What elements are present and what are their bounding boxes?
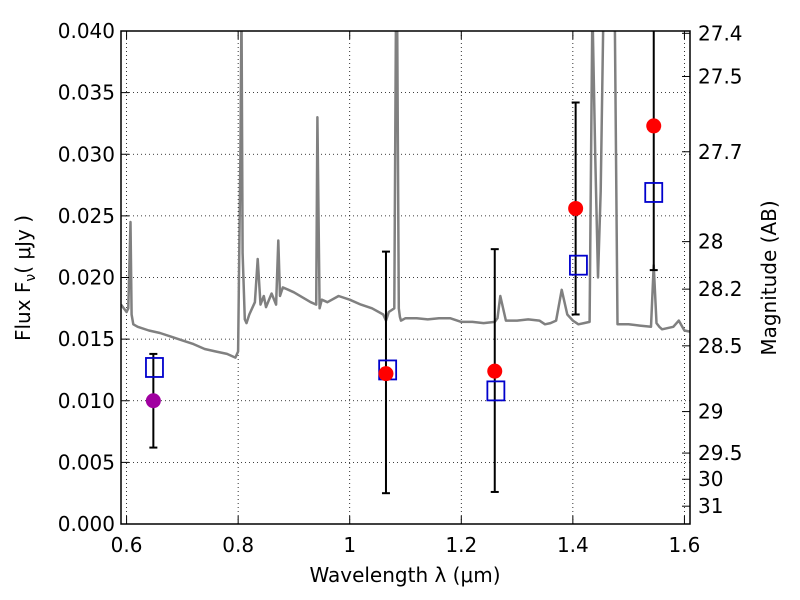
- spectrum-line: [121, 31, 690, 359]
- model-photometry-box: [145, 357, 164, 378]
- model-photometry-box: [569, 254, 588, 276]
- observed-flux-point: [568, 200, 584, 216]
- model-photometry-box: [486, 380, 506, 402]
- y2-axis-label: Magnitude (AB): [757, 200, 781, 355]
- x-axis-label: Wavelength λ (μm): [309, 563, 500, 587]
- y2-tick-label: 28: [698, 230, 723, 254]
- y-tick-label: 0.015: [58, 327, 115, 351]
- y2-tick-label: 30: [698, 467, 723, 491]
- x-tick-label: 1.2: [445, 533, 477, 557]
- x-tick-label: 1.6: [669, 533, 701, 557]
- y2-tick-label: 31: [698, 494, 723, 518]
- y-tick-label: 0.010: [58, 389, 115, 413]
- y-tick-label: 0.005: [58, 450, 115, 474]
- x-tick-label: 1.4: [557, 533, 589, 557]
- y-tick-label: 0.025: [58, 204, 115, 228]
- y-tick-label: 0.040: [58, 19, 115, 43]
- grid: [121, 30, 690, 525]
- error-bars: [149, 31, 658, 495]
- y2-axis-ticks: 27.4 27.5 27.7 28 28.2 28.5 29 29.530 31: [682, 21, 743, 518]
- y-tick-label: 0.020: [58, 266, 115, 290]
- y-axis-label-main: Flux F: [11, 282, 35, 341]
- x-tick-label: 1: [343, 533, 356, 557]
- y2-tick-label: 27.7: [698, 140, 743, 164]
- data-points: [145, 118, 664, 409]
- observed-flux-point: [145, 393, 161, 409]
- y-axis-label-subscript: ν: [23, 274, 39, 282]
- y2-tick-label: 27.4: [698, 21, 743, 45]
- model-photometry-box: [644, 182, 664, 203]
- y2-tick-label: 27.5: [698, 64, 743, 88]
- y2-tick-label: 28.2: [698, 277, 743, 301]
- x-tick-label: 0.8: [222, 533, 254, 557]
- y-axis-ticks: 0.000 0.005 0.010 0.015 0.020 0.025 0.030 0.035…: [58, 19, 129, 536]
- observed-flux-point: [487, 363, 503, 379]
- y-axis-label: Flux Fν( μJy ): [11, 215, 39, 341]
- y-tick-label: 0.030: [58, 142, 115, 166]
- observed-flux-point: [646, 118, 662, 134]
- y2-tick-label: 29.5: [698, 441, 743, 465]
- x-tick-label: 0.6: [111, 533, 143, 557]
- y2-tick-label: 29: [698, 400, 723, 424]
- y-axis-label-unit: ( μJy ): [11, 215, 35, 274]
- y-tick-label: 0.000: [58, 512, 115, 536]
- observed-flux-point: [378, 366, 394, 382]
- x-axis-ticks: 0.6 0.8 1 1.2 1.4 1.6: [111, 31, 701, 557]
- y2-tick-label: 28.5: [698, 334, 743, 358]
- model-spectrum: [121, 31, 690, 359]
- y-tick-label: 0.035: [58, 81, 115, 105]
